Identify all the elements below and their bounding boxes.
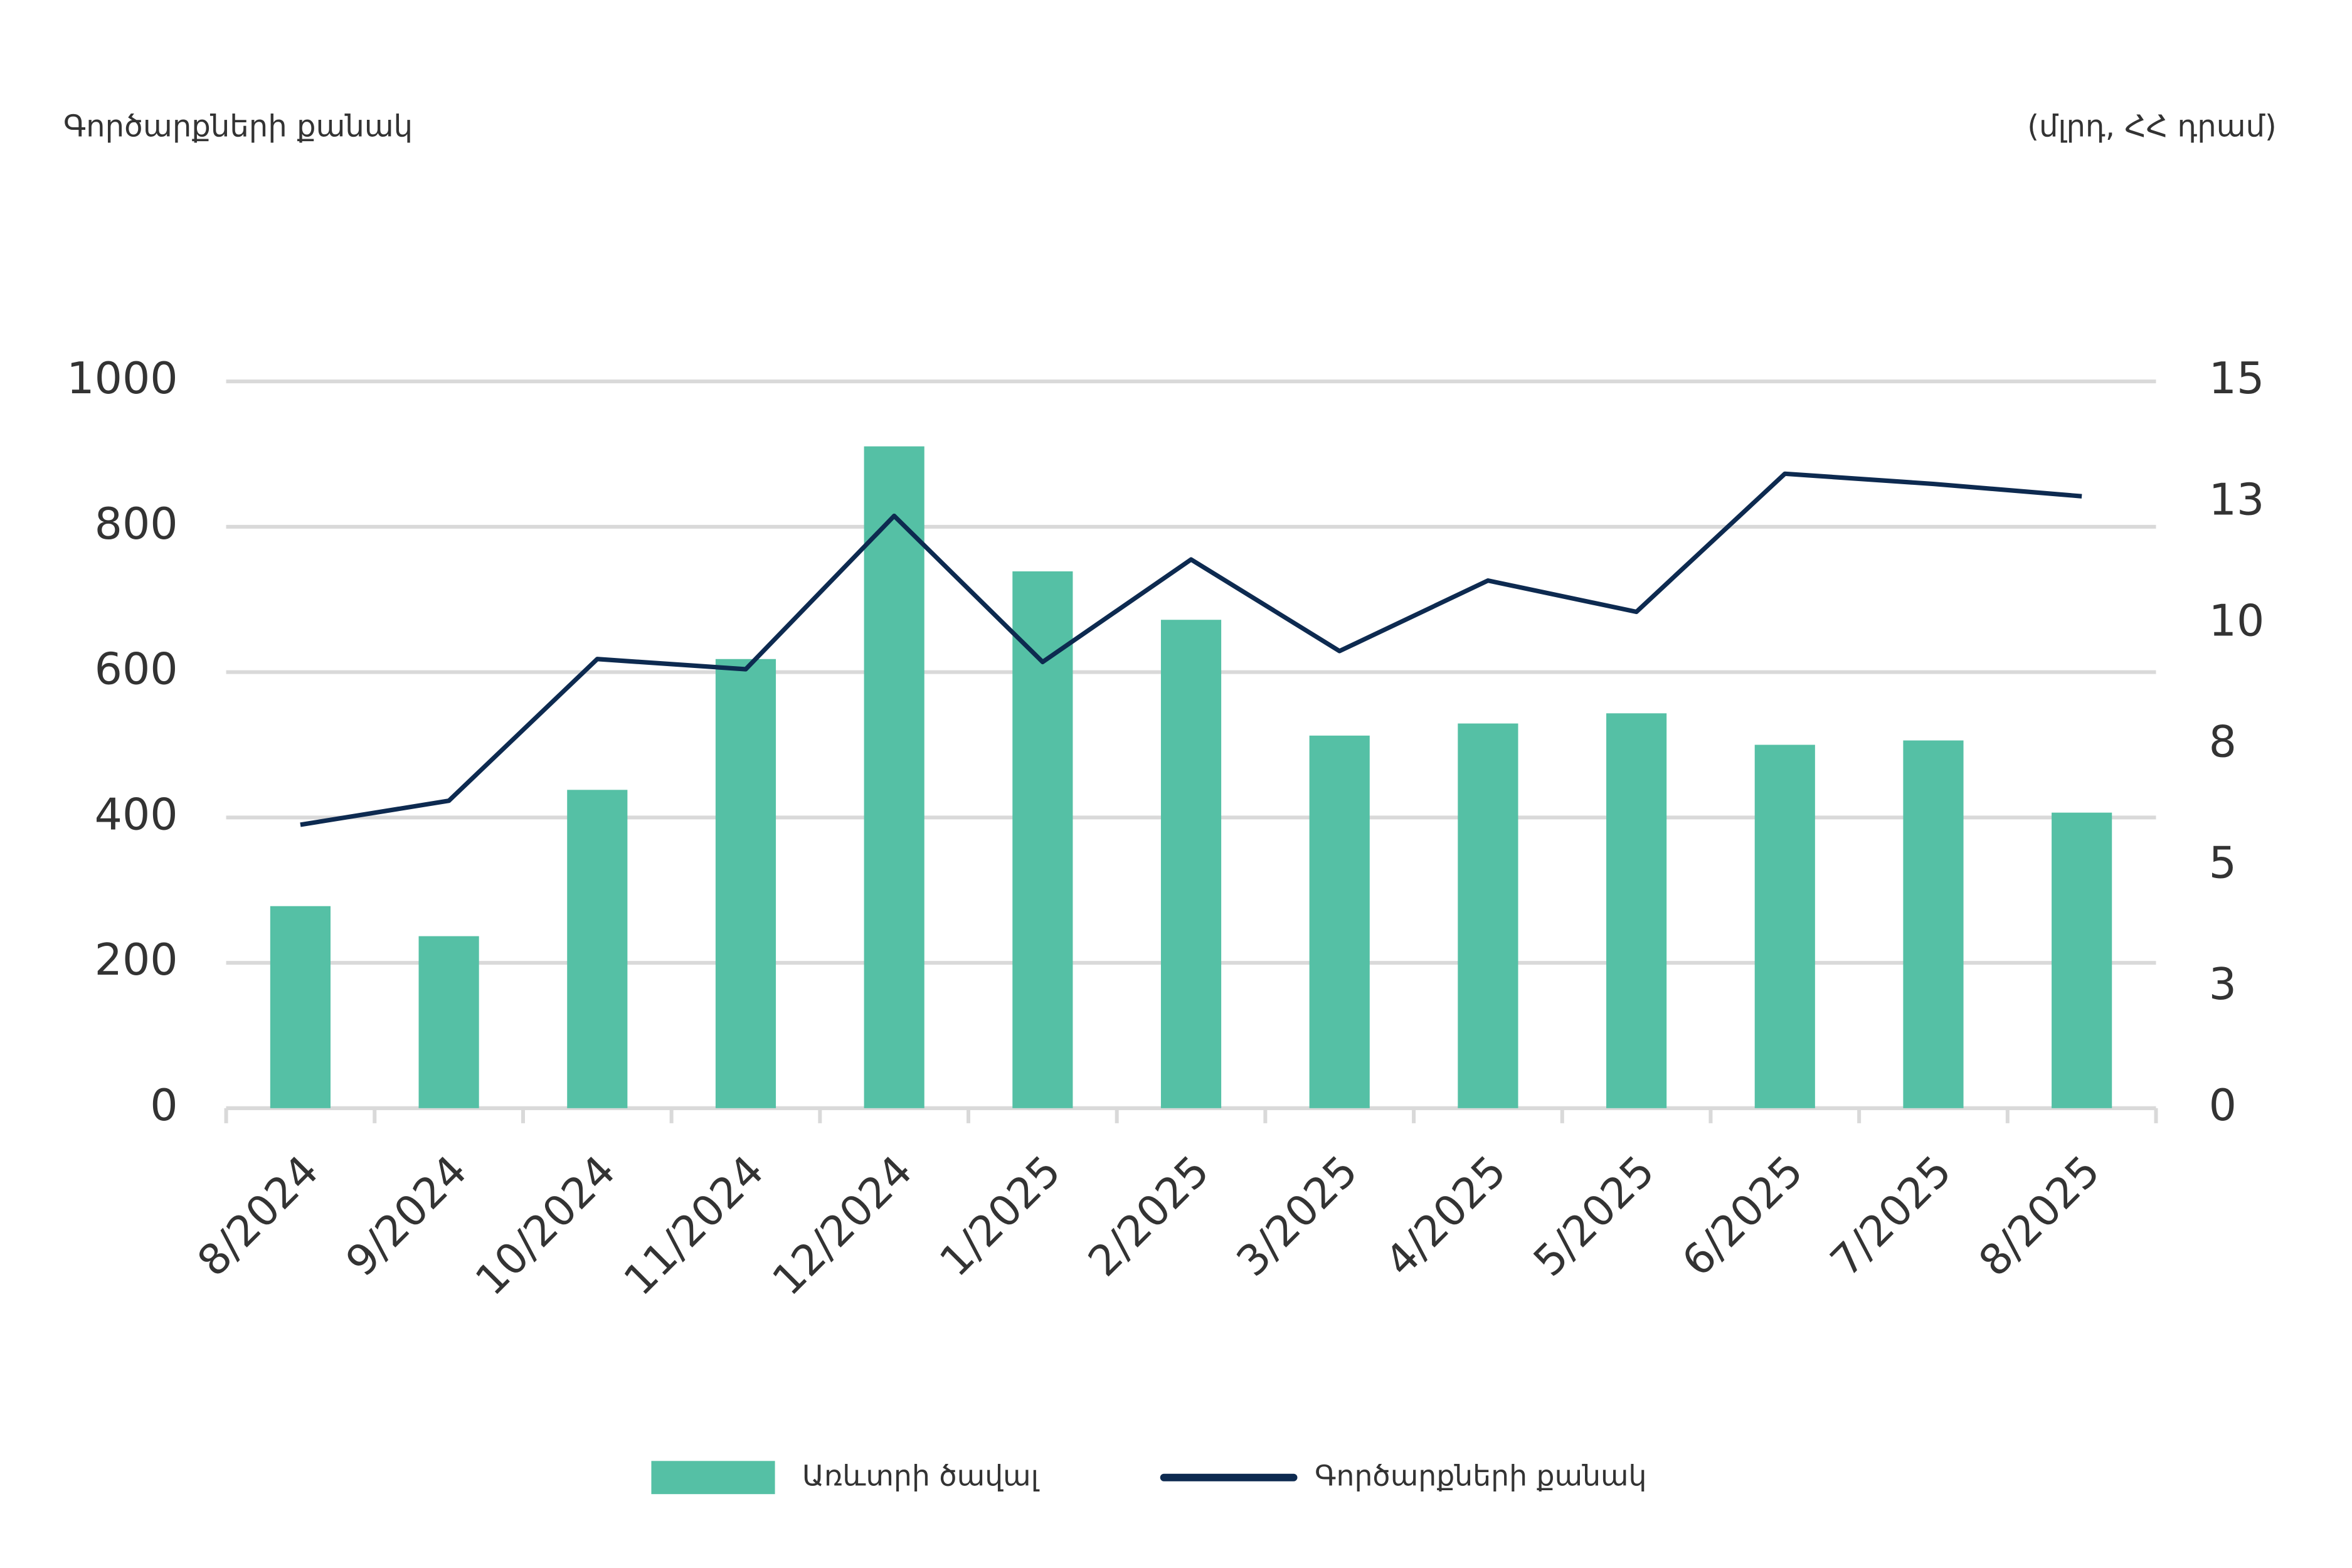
y2-tick-label: 13	[2209, 474, 2265, 525]
y-axis-title: Գործարքների քանակ	[63, 109, 413, 144]
bar	[715, 659, 776, 1108]
y-tick-label: 800	[95, 499, 178, 549]
legend-label: Առևտրի ծավալ	[802, 1459, 1040, 1492]
y-tick-label: 0	[150, 1080, 177, 1131]
x-tick-label: 11/2024	[615, 1146, 773, 1305]
x-tick-label: 12/2024	[763, 1146, 921, 1305]
bar	[1606, 713, 1667, 1108]
bar	[864, 446, 924, 1108]
legend-swatch	[651, 1461, 775, 1495]
bar	[2052, 812, 2112, 1108]
x-tick-label: 6/2025	[1673, 1146, 1813, 1286]
bar	[1160, 620, 1222, 1108]
y-tick-label: 400	[95, 789, 178, 840]
bar	[1903, 740, 1964, 1108]
bar	[567, 790, 628, 1108]
bar	[270, 906, 331, 1108]
y2-tick-label: 8	[2209, 717, 2237, 768]
bar	[1012, 571, 1073, 1108]
legend-label: Գործարքների քանակ	[1315, 1459, 1646, 1492]
x-tick-label: 8/2025	[1969, 1146, 2109, 1286]
bar	[1458, 723, 1518, 1108]
x-tick-label: 1/2025	[930, 1146, 1070, 1286]
x-tick-label: 5/2025	[1524, 1146, 1664, 1286]
bar	[1309, 735, 1370, 1108]
y2-tick-label: 0	[2209, 1080, 2237, 1131]
y2-tick-label: 10	[2209, 595, 2265, 646]
y-tick-label: 1000	[66, 353, 177, 404]
line	[300, 471, 2082, 827]
x-tick-label: 7/2025	[1821, 1146, 1961, 1286]
x-tick-label: 8/2024	[188, 1146, 328, 1286]
y-tick-label: 600	[95, 644, 178, 695]
bar	[1754, 744, 1815, 1108]
x-tick-label: 4/2025	[1375, 1146, 1515, 1286]
y-tick-label: 200	[95, 935, 178, 985]
x-tick-label: 9/2024	[337, 1146, 477, 1286]
x-tick-label: 10/2024	[466, 1146, 625, 1305]
x-tick-label: 3/2025	[1227, 1146, 1367, 1286]
y2-tick-label: 5	[2209, 838, 2237, 889]
y2-tick-label: 15	[2209, 353, 2265, 404]
x-tick-label: 2/2025	[1079, 1146, 1219, 1286]
bar	[418, 936, 479, 1108]
y2-tick-label: 3	[2209, 959, 2237, 1010]
y2-axis-title: (մլրդ, ՀՀ դրամ)	[2027, 109, 2277, 144]
